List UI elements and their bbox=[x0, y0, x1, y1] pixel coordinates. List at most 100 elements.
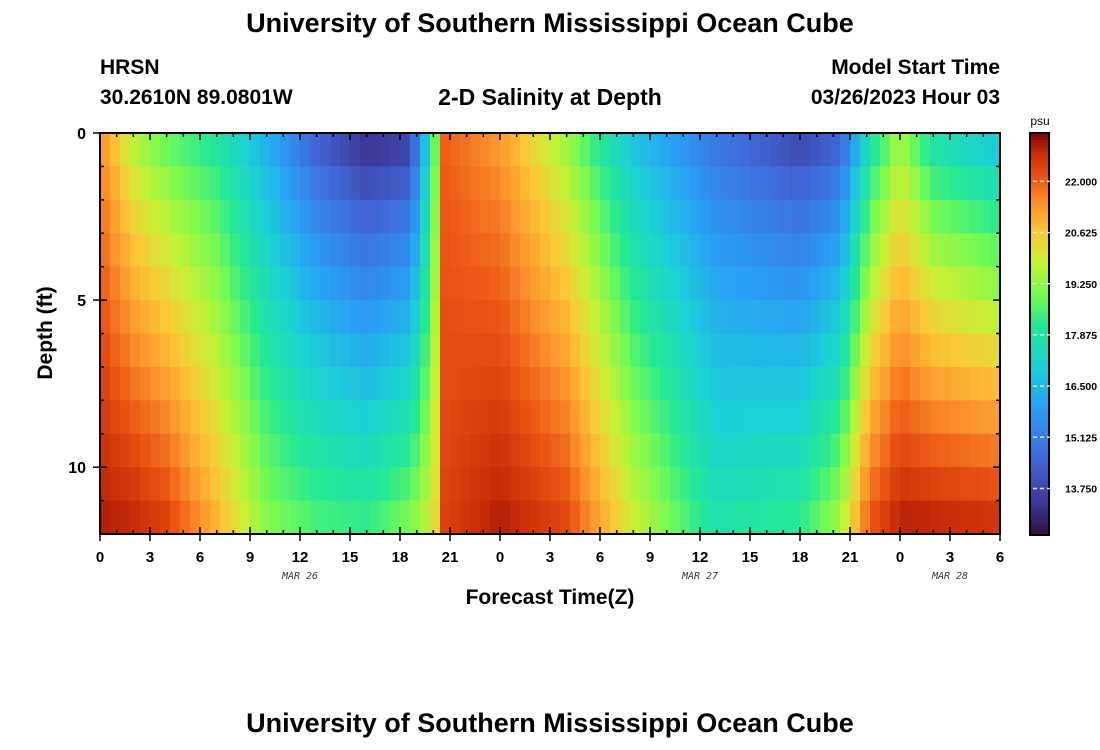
heatmap-cell bbox=[410, 433, 421, 468]
heatmap-cell bbox=[300, 266, 311, 301]
heatmap-cell bbox=[330, 400, 341, 435]
heatmap-cell bbox=[310, 366, 321, 401]
heatmap-cell bbox=[730, 300, 741, 335]
colorbar-cell bbox=[1030, 270, 1049, 275]
heatmap-cell bbox=[580, 199, 591, 234]
heatmap-cell bbox=[400, 467, 411, 502]
heatmap-cell bbox=[640, 366, 651, 401]
heatmap-cell bbox=[310, 400, 321, 435]
heatmap-cell bbox=[920, 433, 931, 468]
heatmap-cell bbox=[890, 433, 901, 468]
heatmap-cell bbox=[100, 199, 111, 234]
heatmap-cell bbox=[220, 467, 231, 502]
heatmap-cell bbox=[570, 500, 581, 535]
heatmap-cell bbox=[530, 199, 541, 234]
heatmap-cell bbox=[470, 133, 481, 168]
heatmap-cell bbox=[980, 500, 991, 535]
x-tick-label: 12 bbox=[292, 549, 309, 566]
heatmap-cell bbox=[130, 467, 141, 502]
heatmap-cell bbox=[660, 366, 671, 401]
heatmap-cell bbox=[360, 333, 371, 368]
heatmap-cell bbox=[830, 199, 841, 234]
heatmap-cell bbox=[450, 400, 461, 435]
heatmap-cell bbox=[870, 467, 881, 502]
heatmap-cell bbox=[250, 166, 261, 201]
heatmap-cell bbox=[620, 166, 631, 201]
heatmap-cell bbox=[930, 467, 941, 502]
heatmap-cell bbox=[830, 133, 841, 168]
heatmap-cell bbox=[610, 233, 621, 268]
heatmap-cell bbox=[950, 233, 961, 268]
heatmap-cell bbox=[440, 333, 451, 368]
heatmap-cell bbox=[120, 433, 131, 468]
x-tick-label: 0 bbox=[496, 549, 504, 566]
heatmap-cell bbox=[240, 199, 251, 234]
heatmap-cell bbox=[940, 366, 951, 401]
heatmap-cell bbox=[510, 333, 521, 368]
heatmap-cell bbox=[430, 133, 441, 168]
heatmap-cell bbox=[490, 400, 501, 435]
colorbar-cell bbox=[1030, 374, 1049, 379]
heatmap-cell bbox=[290, 266, 301, 301]
heatmap-cell bbox=[120, 266, 131, 301]
heatmap-cell bbox=[110, 300, 121, 335]
heatmap-cell bbox=[580, 433, 591, 468]
heatmap-cell bbox=[730, 166, 741, 201]
heatmap-cell bbox=[970, 233, 981, 268]
heatmap-cell bbox=[130, 199, 141, 234]
colorbar-cell bbox=[1030, 203, 1049, 208]
heatmap-cell bbox=[190, 500, 201, 535]
heatmap-cell bbox=[300, 300, 311, 335]
heatmap-cell bbox=[950, 500, 961, 535]
heatmap-cell bbox=[310, 433, 321, 468]
heatmap-cell bbox=[380, 233, 391, 268]
heatmap-cell bbox=[330, 500, 341, 535]
heatmap-cell bbox=[290, 199, 301, 234]
heatmap-cell bbox=[100, 467, 111, 502]
heatmap-cell bbox=[500, 300, 511, 335]
heatmap-cell bbox=[820, 433, 831, 468]
heatmap-cell bbox=[580, 400, 591, 435]
heatmap-cell bbox=[450, 133, 461, 168]
heatmap-cell bbox=[980, 433, 991, 468]
heatmap-cell bbox=[910, 166, 921, 201]
heatmap-cell bbox=[940, 266, 951, 301]
heatmap-cell bbox=[920, 199, 931, 234]
heatmap-cell bbox=[430, 433, 441, 468]
heatmap-cell bbox=[780, 500, 791, 535]
colorbar-cell bbox=[1030, 313, 1049, 318]
heatmap-cell bbox=[510, 366, 521, 401]
colorbar-cell bbox=[1030, 163, 1049, 168]
colorbar-cell bbox=[1030, 280, 1049, 285]
heatmap-cell bbox=[300, 500, 311, 535]
heatmap-cell bbox=[100, 333, 111, 368]
heatmap-cell bbox=[390, 233, 401, 268]
heatmap-cell bbox=[670, 133, 681, 168]
heatmap-cell bbox=[910, 366, 921, 401]
heatmap-cell bbox=[950, 300, 961, 335]
heatmap-cell bbox=[810, 233, 821, 268]
heatmap-cell bbox=[890, 166, 901, 201]
heatmap-cell bbox=[830, 166, 841, 201]
heatmap-cell bbox=[520, 166, 531, 201]
heatmap-cell bbox=[310, 467, 321, 502]
heatmap-cell bbox=[830, 300, 841, 335]
heatmap-cell bbox=[270, 366, 281, 401]
heatmap-cell bbox=[770, 433, 781, 468]
heatmap-cell bbox=[740, 133, 751, 168]
heatmap-cell bbox=[660, 199, 671, 234]
heatmap-cell bbox=[140, 366, 151, 401]
heatmap-cell bbox=[700, 433, 711, 468]
heatmap-cell bbox=[740, 233, 751, 268]
heatmap-cell bbox=[900, 366, 911, 401]
heatmap-cell bbox=[290, 300, 301, 335]
heatmap-cell bbox=[980, 166, 991, 201]
colorbar-cell bbox=[1030, 317, 1049, 322]
heatmap-cell bbox=[500, 467, 511, 502]
heatmap-cell bbox=[960, 333, 971, 368]
heatmap-cell bbox=[260, 300, 271, 335]
heatmap-cell bbox=[430, 166, 441, 201]
heatmap-cell bbox=[370, 333, 381, 368]
heatmap-cell bbox=[440, 266, 451, 301]
heatmap-cell bbox=[860, 233, 871, 268]
